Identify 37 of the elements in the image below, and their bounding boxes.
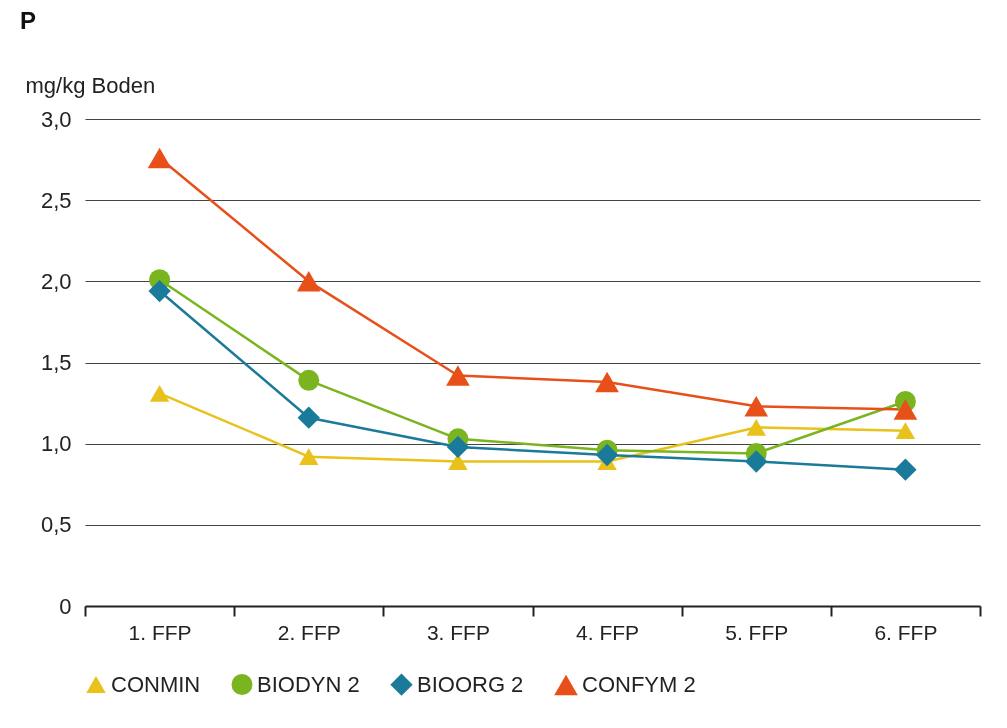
y-tick-label: 0,5 [40,512,72,538]
point [595,443,619,467]
y-axis-title: mg/kg Boden [25,72,156,98]
point [746,418,766,436]
chart-title: P [20,7,37,34]
point [446,365,470,386]
x-tick-label: 3. FFP [426,620,490,644]
y-tick-label: 1,0 [40,431,72,457]
y-tick-label: 3,0 [40,106,72,132]
point [744,396,769,417]
legend-label: CONMIN [111,671,201,697]
x-tick-label: 4. FFP [576,620,640,644]
legend-label: BIODYN 2 [257,671,360,697]
x-tick-label: 5. FFP [725,620,789,644]
y-tick-label: 1,5 [40,350,72,375]
point [446,435,470,459]
legend-label: BIOORG 2 [417,671,524,697]
point [298,369,320,391]
point [894,458,917,481]
point [893,399,918,420]
point [297,406,320,429]
point [148,279,171,303]
point [448,453,468,470]
point [296,271,321,292]
point [147,147,172,169]
x-tick-label: 6. FFP [874,620,938,644]
y-tick-label: 0 [59,593,72,619]
point [745,450,768,473]
point [299,448,319,466]
point [149,384,170,402]
x-tick-label: 2. FFP [277,620,341,644]
y-tick-label: 2,0 [40,268,72,294]
legend-label: CONFYM 2 [582,672,696,697]
y-tick-label: 2,5 [40,187,72,213]
point [895,422,916,440]
x-tick-label: 1. FFP [128,620,192,644]
point [595,371,619,393]
